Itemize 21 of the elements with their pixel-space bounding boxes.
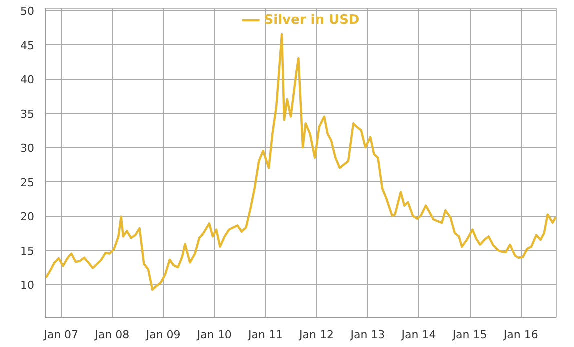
y-tick-label: 45 [20, 39, 35, 52]
y-tick-label: 40 [20, 74, 35, 87]
y-tick-label: 50 [20, 5, 35, 18]
y-tick-label: 30 [20, 142, 35, 156]
x-tick-label: Jan 08 [94, 328, 130, 342]
x-tick-label: Jan 09 [145, 328, 181, 342]
x-tick-label: Jan 15 [452, 328, 488, 342]
y-tick-label: 25 [20, 176, 35, 190]
y-tick-label: 35 [20, 108, 35, 121]
x-tick-label: Jan 14 [400, 328, 436, 342]
x-tick-label: Jan 13 [350, 328, 386, 342]
x-tick-label: Jan 11 [247, 328, 283, 342]
y-tick-label: 20 [20, 210, 35, 224]
x-tick-label: Jan 16 [502, 328, 538, 342]
x-tick-label: Jan 07 [43, 328, 79, 342]
legend-label: Silver in USD [264, 12, 360, 28]
y-tick-label: 10 [20, 279, 35, 292]
line-series [46, 33, 556, 292]
x-tick-label: Jan 10 [196, 328, 232, 342]
y-tick-label: 15 [20, 244, 35, 258]
x-tick-label: Jan 12 [298, 328, 334, 342]
